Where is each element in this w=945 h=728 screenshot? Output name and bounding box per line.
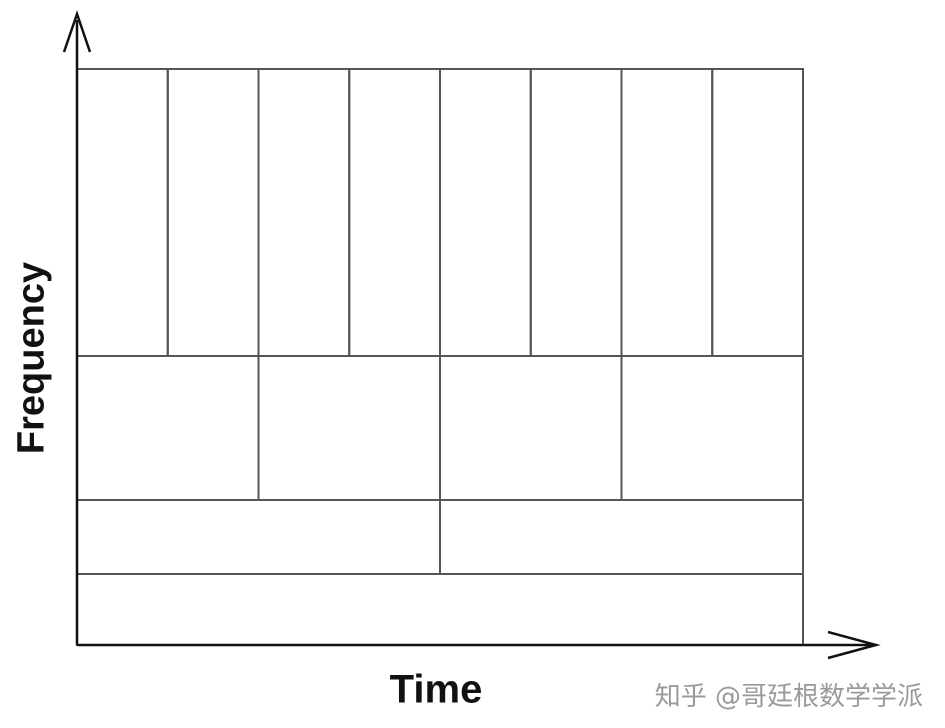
y-axis-label: Frequency — [10, 261, 53, 455]
tile-band4-t5 — [439, 68, 532, 357]
axes — [62, 10, 881, 660]
x-axis-arrow-icon — [827, 630, 881, 660]
tile-band3-t4 — [620, 355, 804, 501]
tile-band2-t1 — [76, 499, 441, 575]
tile-band3-t2 — [257, 355, 441, 501]
tile-band1-t1 — [76, 573, 804, 646]
tile-band4-t1 — [76, 68, 169, 357]
tile-band2-t2 — [439, 499, 804, 575]
tile-band4-t3 — [257, 68, 351, 357]
y-axis-arrow-icon — [62, 10, 92, 53]
tile-band3-t3 — [439, 355, 623, 501]
tile-band4-t2 — [166, 68, 260, 357]
tile-band4-t4 — [348, 68, 441, 357]
tile-band4-t6 — [529, 68, 623, 357]
tile-band3-t1 — [76, 355, 260, 501]
tile-band4-t8 — [711, 68, 804, 357]
watermark: 知乎 @哥廷根数学学派 — [654, 682, 923, 712]
x-axis-label: Time — [389, 667, 483, 712]
tiling-grid — [76, 68, 804, 646]
tile-band4-t7 — [620, 68, 714, 357]
